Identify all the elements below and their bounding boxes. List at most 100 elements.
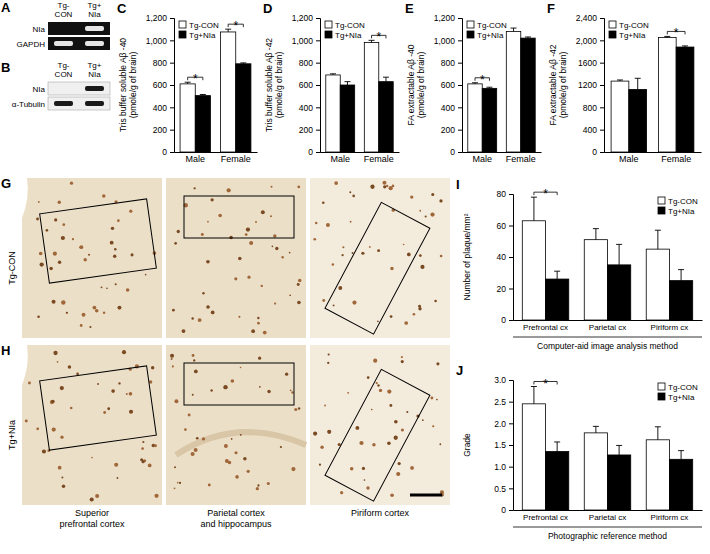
significance-label: * bbox=[376, 30, 381, 44]
lane-label-line: Tg- bbox=[58, 1, 70, 10]
tick: Male bbox=[472, 154, 492, 164]
plaque bbox=[208, 484, 211, 487]
bar bbox=[236, 64, 251, 152]
tick-label: 800 bbox=[441, 58, 455, 68]
bar bbox=[646, 249, 669, 320]
tick: 200 bbox=[299, 125, 320, 135]
plaque bbox=[298, 279, 301, 282]
tick-label: 20 bbox=[497, 284, 507, 294]
plaque bbox=[115, 283, 117, 285]
axis-line bbox=[509, 195, 514, 321]
plaque bbox=[322, 201, 325, 204]
tick-label: Prefrontal cx bbox=[523, 323, 568, 332]
tick: 1.5 bbox=[494, 440, 513, 450]
plaque bbox=[66, 312, 68, 314]
tick: 1600 bbox=[578, 58, 604, 68]
plaque bbox=[211, 311, 215, 315]
plaque bbox=[40, 262, 44, 266]
plaque bbox=[434, 300, 437, 303]
tick-label: Prefrontal cx bbox=[523, 513, 568, 522]
axis-line bbox=[605, 152, 702, 153]
plaque bbox=[398, 462, 401, 465]
significance-label: * bbox=[674, 26, 679, 40]
plaque bbox=[257, 322, 260, 325]
plaque bbox=[327, 430, 331, 434]
legend-entry: Tg+NIa bbox=[467, 31, 504, 40]
tick-label: Parietal cx bbox=[589, 513, 626, 522]
plaque bbox=[259, 386, 261, 388]
plaque bbox=[101, 286, 103, 288]
column-label-line: prefrontal cortex bbox=[59, 519, 125, 529]
tick: Female bbox=[221, 154, 251, 164]
plaque bbox=[97, 383, 99, 385]
plaque bbox=[53, 351, 57, 355]
plaque bbox=[440, 255, 443, 258]
plaque bbox=[79, 245, 83, 249]
roi-box bbox=[40, 366, 157, 450]
lane-label-line: NIa bbox=[88, 70, 101, 79]
plaque bbox=[439, 443, 441, 445]
x-axis: MaleFemale bbox=[605, 153, 702, 165]
plaque bbox=[261, 285, 263, 287]
legend-label: Tg-CON bbox=[668, 197, 698, 206]
plaque bbox=[377, 249, 380, 252]
tick: Female bbox=[506, 154, 536, 164]
tick: 3.0 bbox=[494, 375, 513, 385]
micrograph bbox=[166, 178, 306, 338]
plaque bbox=[364, 479, 366, 481]
tick-mark bbox=[316, 85, 320, 86]
x-axis-title: Computer-aid image analysis method bbox=[537, 341, 678, 351]
plaque bbox=[28, 381, 31, 384]
plaque bbox=[107, 407, 110, 410]
plaque bbox=[154, 444, 157, 447]
plaque bbox=[247, 470, 250, 473]
plaque bbox=[198, 318, 202, 322]
lane-label-line: Tg- bbox=[58, 61, 70, 70]
plaque bbox=[170, 354, 174, 358]
plaque bbox=[249, 241, 253, 245]
error-bar bbox=[682, 46, 688, 47]
plaque bbox=[255, 221, 257, 223]
y-axis-title-line: Tris buffer soluble Aβ -40 bbox=[118, 38, 128, 132]
plaque bbox=[355, 426, 359, 430]
tick: 0 bbox=[308, 147, 320, 157]
plaque bbox=[401, 360, 404, 363]
plaque bbox=[410, 195, 413, 198]
tick-label: 1600 bbox=[578, 58, 597, 68]
tick-mark bbox=[509, 289, 513, 290]
plaque bbox=[113, 254, 116, 257]
legend-swatch bbox=[179, 31, 186, 38]
tick: 400 bbox=[299, 103, 320, 113]
lane-label: Tg-CON bbox=[55, 61, 73, 79]
tick: 0 bbox=[450, 147, 462, 157]
plaque bbox=[352, 195, 355, 198]
plaque bbox=[298, 407, 300, 409]
tick: Piriform cx bbox=[651, 323, 689, 332]
plaque bbox=[231, 438, 233, 440]
tick: 2.5 bbox=[494, 397, 513, 407]
plaque bbox=[177, 230, 180, 233]
plaque bbox=[201, 233, 204, 236]
plaque bbox=[88, 254, 90, 256]
legend: Tg-CONTg+NIa bbox=[658, 197, 698, 216]
plaque bbox=[371, 409, 373, 411]
plaque bbox=[211, 198, 214, 201]
tick-label: 2,000 bbox=[576, 36, 598, 46]
legend-entry: Tg+NIa bbox=[609, 31, 646, 40]
tick-label: 0 bbox=[592, 147, 597, 157]
tick-label: 400 bbox=[299, 103, 313, 113]
plaque bbox=[235, 475, 239, 479]
panel-letter: D bbox=[263, 1, 272, 16]
tick: 1,000 bbox=[434, 36, 462, 46]
tick-label: 800 bbox=[583, 103, 597, 113]
plot bbox=[468, 28, 535, 152]
tick: 400 bbox=[583, 125, 604, 135]
column-label: Piriform cortex bbox=[351, 508, 410, 518]
roi-box bbox=[325, 202, 430, 334]
micrograph bbox=[22, 345, 162, 505]
tick: 1,000 bbox=[146, 36, 174, 46]
plaque bbox=[110, 241, 114, 245]
y-axis-title: Tris buffer soluble Aβ -40(pmole/g of br… bbox=[118, 38, 138, 132]
plaque bbox=[297, 301, 301, 305]
plaque bbox=[394, 420, 398, 424]
